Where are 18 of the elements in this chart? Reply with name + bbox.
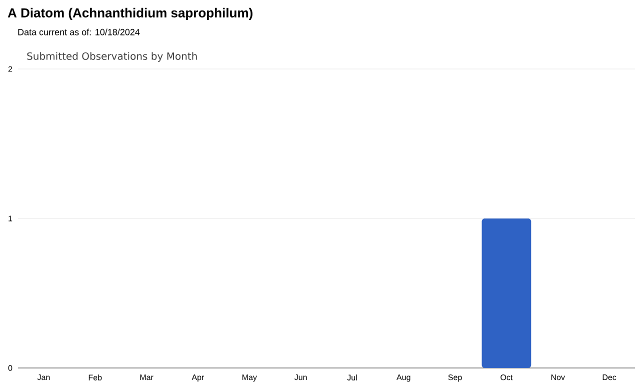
x-tick-label: Aug: [396, 374, 410, 382]
x-tick-label: Dec: [602, 374, 616, 380]
x-tick-label: Jan: [37, 374, 50, 380]
x-tick-label: Jul: [347, 374, 357, 380]
x-tick-label: Feb: [88, 374, 102, 380]
y-tick-label: 1: [8, 216, 12, 222]
x-tick-label: Mar: [140, 374, 154, 380]
chart-subtitle: Submitted Observations by Month: [27, 52, 197, 62]
x-tick-label: Apr: [192, 374, 204, 382]
chart-title: A Diatom (Achnanthidium saprophilum): [8, 8, 252, 20]
y-tick-label: 2: [8, 66, 12, 72]
x-tick-label: Nov: [551, 374, 565, 380]
x-tick-label: Oct: [500, 374, 513, 380]
x-tick-label: Sep: [448, 374, 462, 382]
x-tick-label: Jun: [294, 374, 307, 380]
x-tick-label: May: [242, 374, 257, 382]
y-tick-label: 0: [8, 365, 12, 371]
text: Data current as of: 10/18/2024: [18, 28, 140, 36]
